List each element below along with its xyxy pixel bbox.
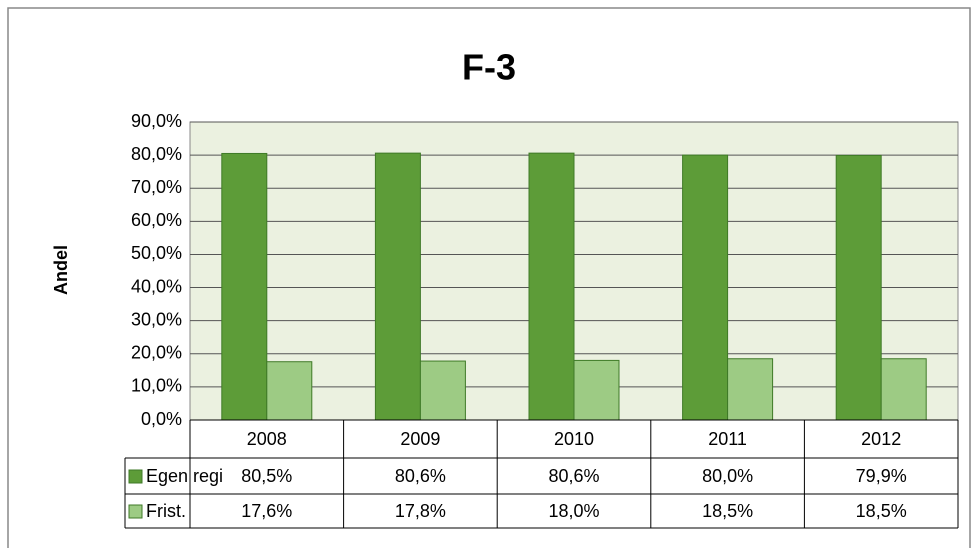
- y-tick-label: 60,0%: [131, 210, 182, 230]
- chart-frame: [7, 7, 971, 548]
- data-label: 18,5%: [702, 501, 753, 521]
- y-axis-label: Andel: [51, 245, 71, 295]
- data-label: 80,6%: [548, 466, 599, 486]
- data-label: 18,0%: [548, 501, 599, 521]
- legend-label: Egen regi: [146, 466, 223, 486]
- bar: [221, 152, 268, 421]
- chart-title: F-3: [462, 47, 516, 88]
- legend-key: [128, 469, 143, 484]
- y-tick-label: 10,0%: [131, 376, 182, 396]
- bar: [374, 152, 421, 421]
- data-label: 80,6%: [395, 466, 446, 486]
- bar: [573, 359, 620, 421]
- data-label: 80,5%: [241, 466, 292, 486]
- y-tick-label: 80,0%: [131, 144, 182, 164]
- x-tick-label: 2008: [247, 429, 287, 449]
- y-tick-label: 20,0%: [131, 343, 182, 363]
- bar: [419, 360, 466, 421]
- y-tick-label: 40,0%: [131, 276, 182, 296]
- bar: [682, 154, 729, 421]
- legend-key: [128, 504, 143, 519]
- bar: [266, 361, 313, 421]
- y-tick-label: 70,0%: [131, 177, 182, 197]
- data-label: 18,5%: [856, 501, 907, 521]
- x-tick-label: 2011: [708, 429, 747, 449]
- data-label: 17,8%: [395, 501, 446, 521]
- y-tick-label: 90,0%: [131, 111, 182, 131]
- x-tick-label: 2009: [400, 429, 440, 449]
- data-label: 17,6%: [241, 501, 292, 521]
- bar: [528, 152, 575, 421]
- y-tick-label: 0,0%: [141, 409, 182, 429]
- data-label: 80,0%: [702, 466, 753, 486]
- bar: [835, 154, 882, 421]
- data-label: 79,9%: [856, 466, 907, 486]
- x-tick-label: 2010: [554, 429, 594, 449]
- y-tick-label: 50,0%: [131, 243, 182, 263]
- legend-label: Frist.: [146, 501, 186, 521]
- bar: [727, 358, 774, 421]
- x-tick-label: 2012: [861, 429, 901, 449]
- y-tick-label: 30,0%: [131, 309, 182, 329]
- bar: [880, 358, 927, 421]
